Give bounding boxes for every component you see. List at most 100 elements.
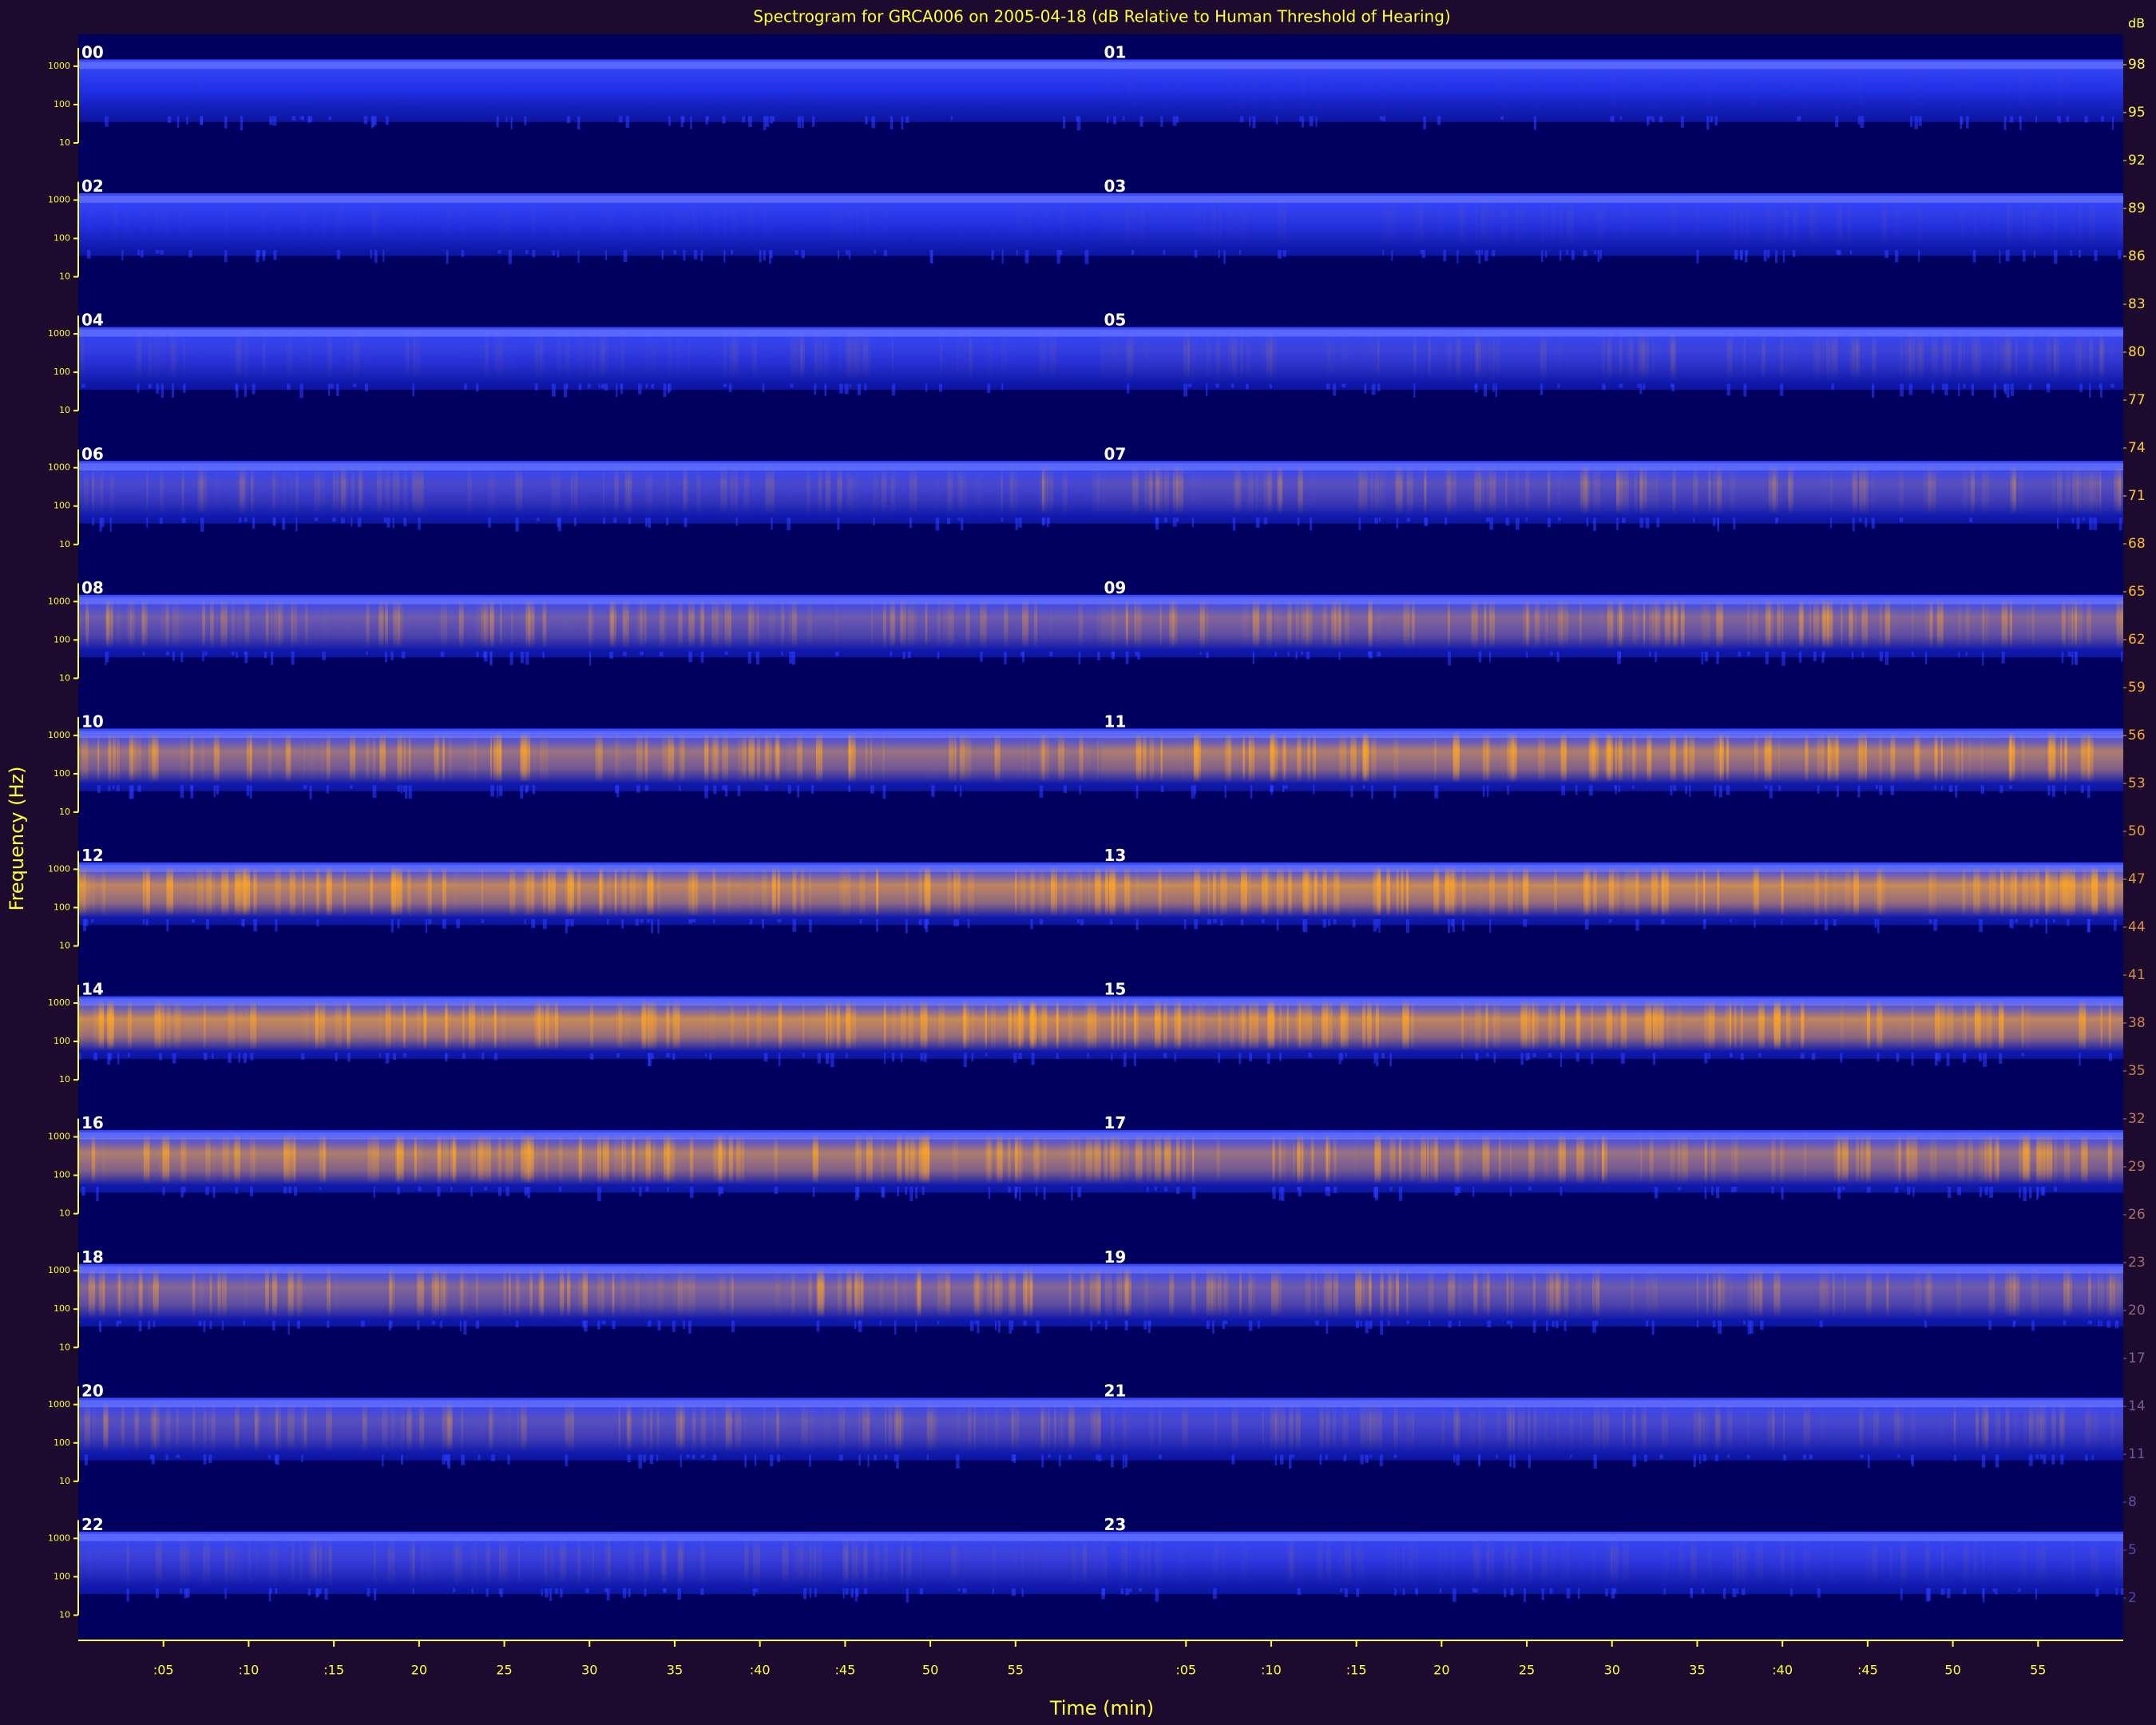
- spectrogram-streak: [1249, 1000, 1254, 1050]
- spectrogram-noise: [1708, 1053, 1710, 1060]
- spectrogram-panel: 01: [1100, 43, 2123, 131]
- spectrogram-noise: [412, 383, 414, 397]
- spectrogram-streak: [1767, 1401, 1774, 1452]
- spectrogram-streak: [1960, 63, 1966, 113]
- spectrogram-streak: [550, 866, 556, 917]
- spectrogram-streak: [867, 1401, 870, 1452]
- spectrogram-streak: [1988, 866, 1996, 917]
- spectrogram-noise: [327, 383, 331, 396]
- spectrogram-streak: [209, 1267, 212, 1318]
- spectrogram-streak: [173, 331, 176, 381]
- spectrogram-streak: [1050, 866, 1056, 917]
- spectrogram-streak: [580, 465, 583, 515]
- spectrogram-streak: [1302, 866, 1310, 917]
- spectrogram-noise: [896, 1454, 899, 1469]
- spectrogram-streak: [1771, 1133, 1776, 1184]
- spectrogram-streak: [1489, 464, 1496, 515]
- spectrogram-noise: [661, 250, 664, 260]
- spectrogram-noise: [1817, 1588, 1821, 1598]
- spectrogram-streak: [180, 1535, 186, 1586]
- spectrogram-noise: [205, 918, 209, 930]
- spectrogram-noise: [923, 1053, 927, 1062]
- spectrogram-noise: [531, 918, 536, 929]
- spectrogram-streak: [1899, 464, 1904, 515]
- spectrogram-streak: [2027, 598, 2029, 648]
- spectrogram-streak: [537, 465, 544, 515]
- spectrogram-streak: [250, 1000, 257, 1050]
- spectrogram-streak: [1988, 1133, 1995, 1184]
- spectrogram-streak: [571, 1401, 574, 1452]
- spectrogram-noise: [677, 1588, 681, 1600]
- spectrogram-streak: [319, 464, 325, 515]
- spectrogram-streak: [1614, 732, 1622, 783]
- spectrogram-noise: [116, 1320, 119, 1326]
- spectrogram-streak: [1865, 464, 1869, 515]
- spectrogram-streak: [1556, 1401, 1560, 1452]
- spectrogram-streak: [481, 598, 483, 648]
- spectrogram-noise: [1062, 116, 1066, 129]
- spectrogram-streak: [891, 331, 894, 381]
- spectrogram-noise: [884, 1053, 886, 1065]
- spectrogram-streak: [2047, 331, 2052, 381]
- spectrogram-streak: [1698, 1401, 1702, 1452]
- spectrogram-streak: [1222, 1267, 1230, 1318]
- spectrogram-noise: [1877, 918, 1880, 934]
- spectrogram-streak: [1018, 1000, 1021, 1050]
- spectrogram-noise: [1381, 1053, 1385, 1059]
- spectrogram-streak: [452, 1133, 457, 1184]
- spectrogram-noise: [148, 383, 152, 389]
- spectrogram-noise: [488, 518, 491, 528]
- spectrogram-streak: [1677, 1133, 1681, 1184]
- spectrogram-noise: [1592, 1320, 1596, 1333]
- spectrogram-streak: [1139, 63, 1145, 113]
- spectrogram-streak: [445, 1000, 448, 1050]
- spectrogram-noise: [1191, 1187, 1196, 1200]
- spectrogram-noise: [208, 1454, 212, 1464]
- spectrogram-streak: [1579, 1000, 1583, 1050]
- spectrogram-streak: [462, 197, 467, 248]
- spectrogram-streak: [1733, 464, 1736, 515]
- spectrogram-streak: [332, 464, 335, 515]
- spectrogram-streak: [475, 1267, 479, 1318]
- spectrogram-streak: [2021, 732, 2025, 783]
- spectrogram-streak: [1516, 464, 1519, 515]
- spectrogram-noise: [1516, 518, 1520, 530]
- spectrogram-noise: [332, 518, 336, 522]
- spectrogram-streak: [936, 1401, 938, 1452]
- spectrogram-streak: [948, 598, 954, 648]
- spectrogram-streak: [166, 866, 173, 917]
- spectrogram-noise: [931, 785, 935, 797]
- spectrogram-noise: [350, 785, 353, 789]
- spectrogram-noise: [1616, 518, 1619, 530]
- spectrogram-streak: [303, 63, 309, 113]
- spectrogram-noise: [1302, 918, 1305, 932]
- spectrogram-noise: [1646, 1320, 1649, 1327]
- spectrogram-streak: [237, 598, 242, 648]
- spectrogram-streak: [915, 464, 917, 515]
- spectrogram-streak: [1038, 1000, 1043, 1050]
- spectrogram-streak: [1049, 331, 1056, 381]
- spectrogram-streak: [2087, 197, 2093, 248]
- spectrogram-noise: [160, 250, 164, 255]
- spectrogram-streak: [1607, 331, 1612, 381]
- spectrogram-streak: [1030, 866, 1035, 917]
- spectrogram-streak: [2110, 1401, 2114, 1452]
- spectrogram-streak: [1976, 1401, 1979, 1452]
- spectrogram-noise: [1958, 383, 1960, 396]
- spectrogram-streak: [1381, 1000, 1385, 1050]
- spectrogram-streak: [187, 866, 193, 917]
- spectrogram-streak: [1077, 1133, 1081, 1184]
- spectrogram-noise: [846, 1053, 848, 1058]
- spectrogram-streak: [1322, 1000, 1328, 1050]
- spectrogram-streak: [1258, 1267, 1262, 1318]
- spectrogram-streak: [905, 866, 909, 917]
- spectrogram-streak: [1393, 1401, 1398, 1452]
- spectrogram-streak: [495, 331, 502, 381]
- spectrogram-streak: [1772, 464, 1777, 515]
- spectrogram-noise: [1605, 1588, 1608, 1596]
- spectrogram-streak: [1631, 732, 1636, 783]
- spectrogram-noise: [1879, 651, 1884, 661]
- spectrogram-noise: [442, 918, 446, 929]
- spectrogram-streak: [846, 197, 849, 248]
- spectrogram-noise: [1445, 518, 1448, 525]
